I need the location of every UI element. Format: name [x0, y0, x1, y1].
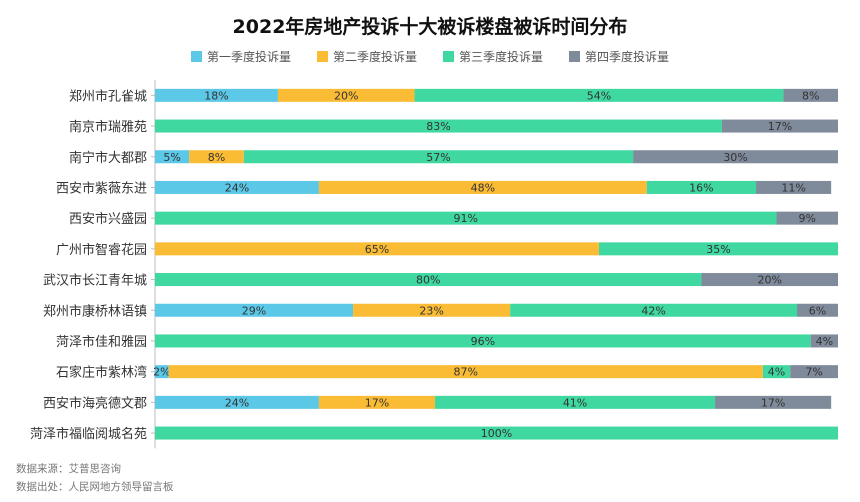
bar-segment [721, 119, 838, 133]
bar-segment [414, 88, 784, 102]
legend-item: 第三季度投诉量 [443, 48, 543, 65]
bar-segment [155, 395, 319, 409]
footnote-source: 数据来源：艾普思咨询 [16, 463, 121, 475]
data-label: 20% [334, 89, 358, 102]
bar-segment [598, 242, 838, 256]
legend-swatch [569, 51, 581, 62]
legend-label: 第三季度投诉量 [459, 50, 544, 64]
category-label: 菏泽市佳和雅园 [56, 334, 147, 350]
data-label: 16% [689, 181, 713, 194]
category-label: 郑州市孔雀城 [69, 88, 147, 104]
data-label: 24% [225, 396, 249, 409]
legend: 第一季度投诉量 第二季度投诉量 第三季度投诉量 第四季度投诉量 [0, 48, 860, 65]
category-label: 南京市瑞雅苑 [69, 119, 147, 135]
data-label: 6% [809, 304, 826, 317]
category-label: 广州市智睿花园 [56, 242, 147, 258]
bar-segment [155, 334, 811, 348]
data-label: 54% [587, 89, 611, 102]
legend-label: 第四季度投诉量 [585, 50, 670, 64]
bar-segment [756, 180, 832, 194]
bar-segment [701, 273, 838, 287]
category-label: 西安市兴盛园 [69, 211, 147, 227]
legend-label: 第一季度投诉量 [206, 50, 291, 64]
bar-segment [318, 180, 647, 194]
data-label: 41% [563, 396, 587, 409]
bar-segment [155, 303, 354, 317]
bar-segment [155, 365, 169, 379]
bar-segment [155, 119, 722, 133]
category-label: 西安市紫薇东进 [56, 180, 147, 196]
data-label: 91% [454, 212, 478, 225]
data-label: 8% [208, 151, 225, 164]
bar-segment [797, 303, 838, 317]
bar-segment [155, 180, 319, 194]
data-label: 18% [204, 89, 228, 102]
data-label: 9% [799, 212, 816, 225]
data-label: 23% [419, 304, 443, 317]
bar-segment [810, 334, 838, 348]
data-label: 5% [163, 151, 180, 164]
footnote-origin: 数据出处：人民网地方领导留言板 [16, 481, 174, 493]
legend-label: 第二季度投诉量 [332, 50, 417, 64]
data-label: 35% [706, 243, 730, 256]
data-label: 80% [416, 274, 440, 287]
category-label: 武汉市长江青年城 [43, 273, 147, 289]
category-label: 菏泽市福临阅城名苑 [30, 426, 147, 442]
bar-segment [633, 150, 838, 164]
category-label: 郑州市康桥林语镇 [43, 303, 147, 319]
bar-segment [155, 211, 777, 225]
data-label: 100% [481, 427, 512, 440]
bar-segment [155, 273, 702, 287]
bar-segment [277, 88, 415, 102]
category-label: 南宁市大都郡 [69, 150, 147, 166]
bar-segment [155, 150, 190, 164]
data-label: 11% [781, 181, 805, 194]
legend-item: 第四季度投诉量 [569, 48, 669, 65]
data-label: 48% [471, 181, 495, 194]
data-label: 29% [242, 304, 266, 317]
bar-segment [189, 150, 244, 164]
bar-segment [776, 211, 838, 225]
data-label: 24% [225, 181, 249, 194]
bar-segment [155, 242, 599, 256]
bar-segment [762, 365, 791, 379]
legend-swatch [443, 51, 454, 62]
bar-segment [435, 395, 716, 409]
data-label: 17% [761, 396, 785, 409]
data-label: 4% [816, 335, 833, 348]
legend-swatch [316, 51, 328, 62]
chart-title: 2022年房地产投诉十大被诉楼盘被诉时间分布 [232, 16, 628, 38]
data-label: 8% [802, 89, 819, 102]
data-label: 17% [768, 120, 792, 133]
bar-segment [168, 365, 763, 379]
data-label: 2% [153, 366, 170, 379]
data-label: 4% [768, 366, 785, 379]
category-label: 石家庄市紫林湾 [56, 365, 147, 381]
legend-item: 第二季度投诉量 [316, 48, 417, 65]
bar-segment [353, 303, 511, 317]
bar-segment [790, 365, 838, 379]
data-label: 30% [723, 151, 747, 164]
data-label: 20% [757, 274, 781, 287]
bar-segment [510, 303, 798, 317]
bar-segment [646, 180, 757, 194]
bar-segment [783, 88, 838, 102]
bar-segment [243, 150, 634, 164]
bar-segment [318, 395, 436, 409]
data-label: 57% [426, 151, 450, 164]
data-label: 83% [426, 120, 450, 133]
data-label: 96% [471, 335, 495, 348]
legend-item: 第一季度投诉量 [190, 48, 291, 65]
bar-segment [715, 395, 832, 409]
data-label: 17% [365, 396, 389, 409]
data-label: 7% [805, 366, 822, 379]
bar-segment [155, 88, 278, 102]
category-label: 西安市海亮德文郡 [43, 395, 147, 411]
data-label: 87% [454, 366, 478, 379]
data-label: 42% [641, 304, 665, 317]
data-label: 65% [365, 243, 389, 256]
legend-swatch [190, 51, 202, 62]
bar-segment [155, 426, 838, 440]
